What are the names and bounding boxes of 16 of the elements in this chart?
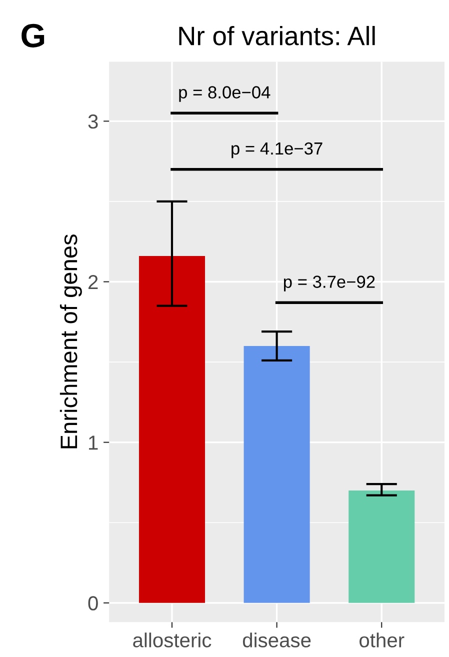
bar <box>348 490 415 603</box>
y-tick-label: 2 <box>88 274 98 290</box>
y-tick-label: 3 <box>88 114 98 129</box>
y-tick-label: 0 <box>88 596 98 610</box>
annotation: p = 4.1e−37 <box>232 142 322 158</box>
y-tick-label: 1 <box>89 436 98 450</box>
x-tick-label: disease <box>242 632 311 648</box>
chart-title: Nr of variants: All <box>179 26 375 46</box>
annotation: p = 8.0e−04 <box>179 86 270 102</box>
text: G <box>22 24 44 48</box>
annotation: p = 3.7e−92 <box>284 276 375 292</box>
x-tick-label: allosteric <box>133 632 212 648</box>
y-axis-title: Enrichment of genes <box>60 234 82 448</box>
bar <box>244 346 310 603</box>
bar <box>138 256 206 603</box>
x-tick-label: other <box>360 632 404 648</box>
